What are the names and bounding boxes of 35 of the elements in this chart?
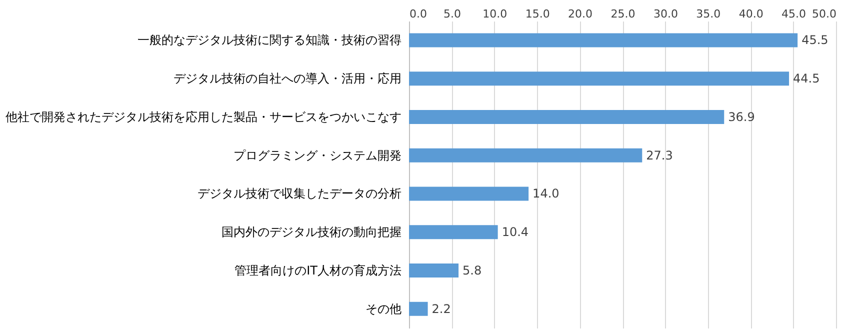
- data-label: 27.3: [646, 148, 673, 162]
- x-tick-label: 10.0: [482, 8, 508, 20]
- bar: [409, 110, 724, 124]
- x-tick-label: 45.0: [782, 8, 806, 20]
- bar: [409, 302, 428, 316]
- x-tick-label: 30.0: [653, 8, 678, 20]
- data-label: 36.9: [728, 110, 755, 124]
- x-tick-label: 25.0: [610, 8, 636, 20]
- bar: [409, 225, 498, 240]
- y-tick-label: デジタル技術で収集したデータの分析: [198, 186, 402, 201]
- bar: [409, 186, 529, 201]
- x-tick-label: 0.0: [410, 8, 427, 20]
- y-tick-label: 国内外のデジタル技術の動向把握: [222, 225, 402, 240]
- y-tick-label: プログラミング・システム開発: [234, 148, 402, 162]
- x-tick-label: 40.0: [738, 8, 764, 20]
- y-tick-label: その他: [366, 302, 402, 316]
- y-tick-label: 一般的なデジタル技術に関する知識・技術の習得: [138, 33, 402, 48]
- bar: [409, 263, 459, 278]
- x-tick-label: 5.0: [443, 8, 461, 20]
- data-label: 45.5: [802, 33, 828, 48]
- x-tick-label: 35.0: [696, 8, 721, 20]
- bar: [409, 72, 790, 86]
- x-tick-label: 15.0: [525, 8, 550, 20]
- data-label: 2.2: [432, 302, 451, 316]
- data-label: 44.5: [793, 72, 820, 86]
- data-label: 14.0: [532, 186, 560, 201]
- y-tick-label: 管理者向けのIT人材の育成方法: [234, 263, 402, 278]
- data-label: 5.8: [462, 263, 482, 278]
- x-tick-label: 50.0: [812, 8, 836, 20]
- y-tick-label: デジタル技術の自社への導入・活用・応用: [174, 72, 402, 86]
- bar: [409, 148, 642, 162]
- y-tick-label: 他社で開発されたデジタル技術を応用した製品・サービスをつかいこなす: [6, 110, 402, 124]
- bar: [409, 33, 798, 48]
- x-tick-label: 20.0: [568, 8, 593, 20]
- data-label: 10.4: [502, 225, 529, 240]
